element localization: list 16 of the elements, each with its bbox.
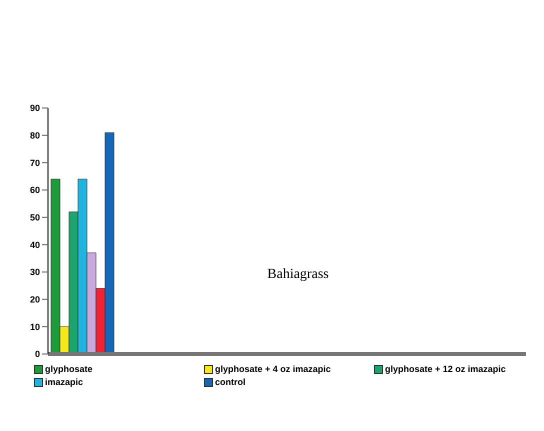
y-tick-label: 90 — [30, 103, 40, 114]
y-tick-label: 60 — [30, 185, 40, 196]
y-tick-label: 70 — [30, 158, 40, 168]
legend-label: glyphosate + 12 oz imazapic — [385, 364, 506, 374]
y-tick-label: 0 — [34, 349, 40, 360]
text: Bahiagrass — [267, 267, 329, 282]
y-tick-label: 50 — [30, 212, 40, 223]
y-tick-label: 10 — [30, 322, 40, 332]
legend-label: glyphosate — [45, 364, 93, 374]
legend-label: imazapic — [45, 377, 84, 387]
legend-label: control — [215, 377, 246, 387]
y-tick-label: 20 — [30, 294, 40, 305]
legend-label: glyphosate + 4 oz imazapic — [215, 364, 331, 374]
y-tick-label: 40 — [30, 240, 40, 250]
y-tick-label: 30 — [30, 267, 40, 278]
y-tick-label: 80 — [30, 130, 40, 141]
